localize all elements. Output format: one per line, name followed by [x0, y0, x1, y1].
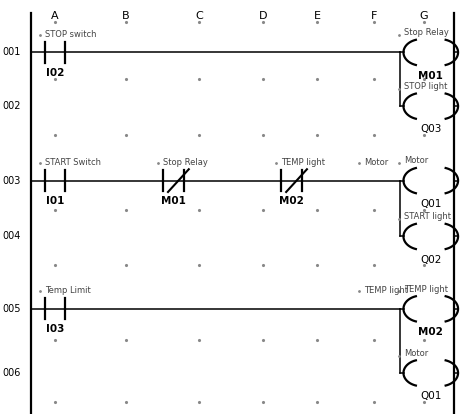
Text: A: A: [51, 11, 59, 21]
Text: Stop Relay: Stop Relay: [163, 158, 208, 167]
Text: I02: I02: [46, 68, 64, 78]
Text: Q03: Q03: [420, 124, 441, 134]
Text: Temp Limit: Temp Limit: [45, 286, 91, 295]
Text: 002: 002: [2, 101, 20, 111]
Text: F: F: [371, 11, 377, 21]
Text: TEMP light: TEMP light: [364, 286, 408, 295]
Text: M02: M02: [279, 196, 304, 206]
Text: START Switch: START Switch: [45, 158, 100, 167]
Text: TEMP light: TEMP light: [404, 285, 448, 293]
Text: 005: 005: [2, 304, 20, 314]
Text: Motor: Motor: [364, 158, 388, 167]
Text: STOP light: STOP light: [404, 82, 447, 91]
Text: E: E: [314, 11, 321, 21]
Text: C: C: [195, 11, 203, 21]
Text: 001: 001: [2, 47, 20, 57]
Text: 004: 004: [2, 232, 20, 242]
Text: 003: 003: [2, 176, 20, 186]
Text: TEMP light: TEMP light: [281, 158, 325, 167]
Text: B: B: [122, 11, 130, 21]
Text: Stop Relay: Stop Relay: [404, 28, 449, 37]
Text: START light: START light: [404, 212, 451, 221]
Text: Q01: Q01: [420, 199, 441, 209]
Text: Motor: Motor: [404, 156, 428, 165]
Text: M01: M01: [419, 71, 443, 81]
Text: Q02: Q02: [420, 255, 441, 265]
Text: STOP switch: STOP switch: [45, 30, 96, 39]
Text: I01: I01: [46, 196, 64, 206]
Text: M02: M02: [419, 327, 443, 337]
Text: Q01: Q01: [420, 391, 441, 401]
Text: 006: 006: [2, 368, 20, 378]
Text: M01: M01: [161, 196, 186, 206]
Text: Motor: Motor: [404, 349, 428, 358]
Text: D: D: [259, 11, 267, 21]
Text: G: G: [419, 11, 428, 21]
Text: I03: I03: [46, 324, 64, 334]
